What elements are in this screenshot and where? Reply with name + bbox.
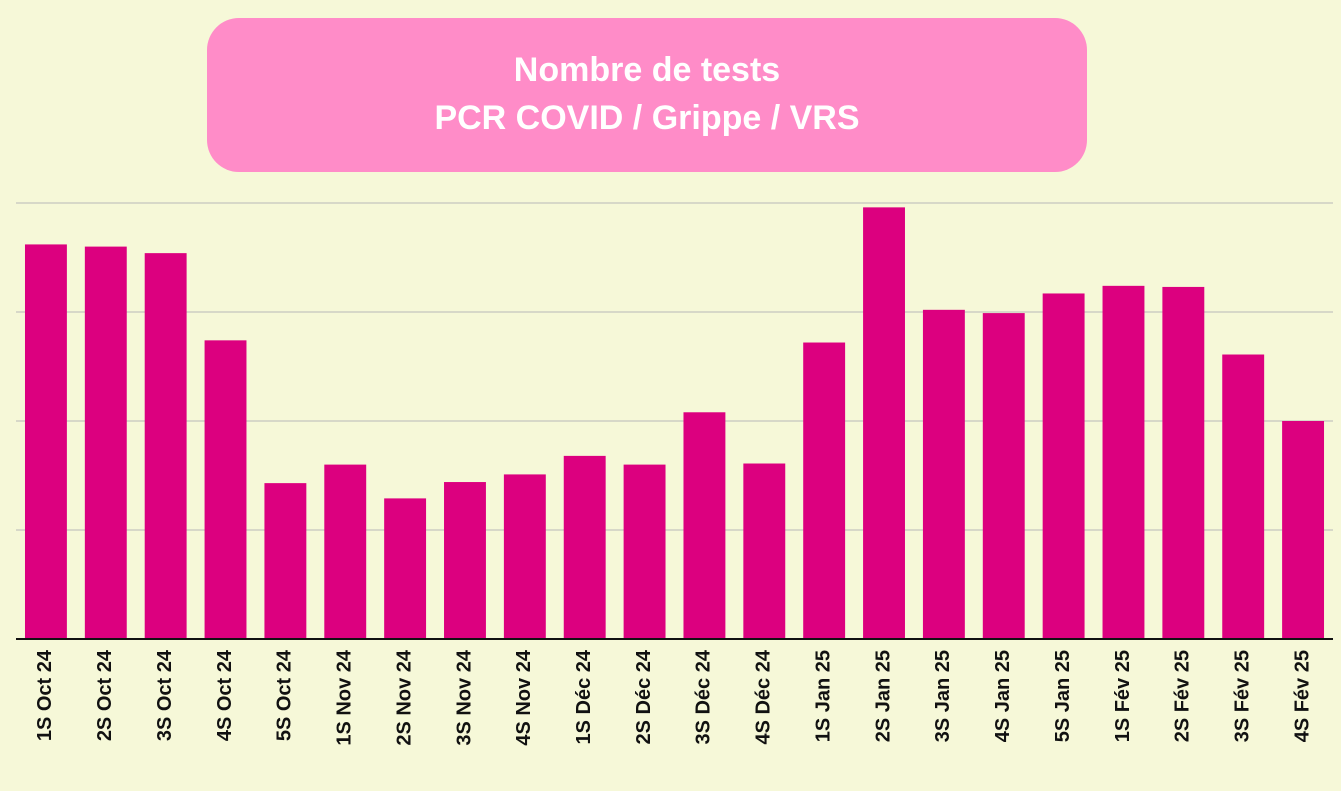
- bar: [1102, 285, 1145, 639]
- bar: [803, 342, 846, 639]
- bar: [204, 340, 247, 639]
- chart-title: Nombre de tests: [514, 51, 780, 89]
- x-tick-label: 3S Fév 25: [1231, 650, 1253, 742]
- bar: [503, 474, 546, 639]
- bar: [324, 464, 367, 639]
- x-tick-label: 3S Déc 24: [693, 649, 715, 744]
- x-tick-label: 4S Nov 24: [513, 649, 535, 745]
- x-tick-label: 5S Oct 24: [274, 649, 296, 741]
- bar: [863, 207, 905, 640]
- x-tick-label: 1S Déc 24: [573, 649, 595, 744]
- x-tick-label: 4S Fév 25: [1291, 650, 1313, 742]
- x-tick-label: 3S Oct 24: [154, 649, 176, 741]
- bar: [1162, 286, 1205, 639]
- x-tick-label: 1S Nov 24: [334, 649, 356, 745]
- bar: [563, 455, 606, 639]
- chart-title: PCR COVID / Grippe / VRS: [434, 99, 859, 137]
- x-tick-label: 4S Jan 25: [992, 650, 1014, 742]
- x-tick-label: 3S Jan 25: [932, 650, 954, 742]
- bar: [1042, 293, 1085, 639]
- bar: [743, 463, 786, 639]
- x-tick-label: 1S Fév 25: [1112, 650, 1134, 742]
- bar: [384, 498, 427, 639]
- x-tick-label: 4S Oct 24: [214, 649, 236, 741]
- x-tick-label: 2S Fév 25: [1172, 650, 1194, 742]
- bar: [1222, 354, 1265, 639]
- x-tick-label: 2S Jan 25: [872, 650, 894, 742]
- bar: [982, 313, 1025, 639]
- x-tick-label: 1S Oct 24: [34, 649, 56, 741]
- x-tick-label: 4S Déc 24: [753, 649, 775, 744]
- bar: [623, 464, 666, 639]
- x-tick-label: 5S Jan 25: [1052, 650, 1074, 742]
- x-tick-label: 2S Nov 24: [393, 649, 415, 745]
- x-tick-label: 1S Jan 25: [812, 650, 834, 742]
- x-tick-label: 3S Nov 24: [453, 649, 475, 745]
- bar: [24, 244, 67, 640]
- bar: [84, 246, 127, 639]
- bar: [1282, 421, 1325, 639]
- title-box: [207, 18, 1087, 172]
- bar: [922, 309, 965, 639]
- x-tick-label: 2S Déc 24: [633, 649, 655, 744]
- x-tick-label: 2S Oct 24: [94, 649, 116, 741]
- bar: [264, 483, 307, 639]
- bar: [444, 482, 486, 639]
- bar: [683, 412, 726, 639]
- bar: [144, 253, 187, 639]
